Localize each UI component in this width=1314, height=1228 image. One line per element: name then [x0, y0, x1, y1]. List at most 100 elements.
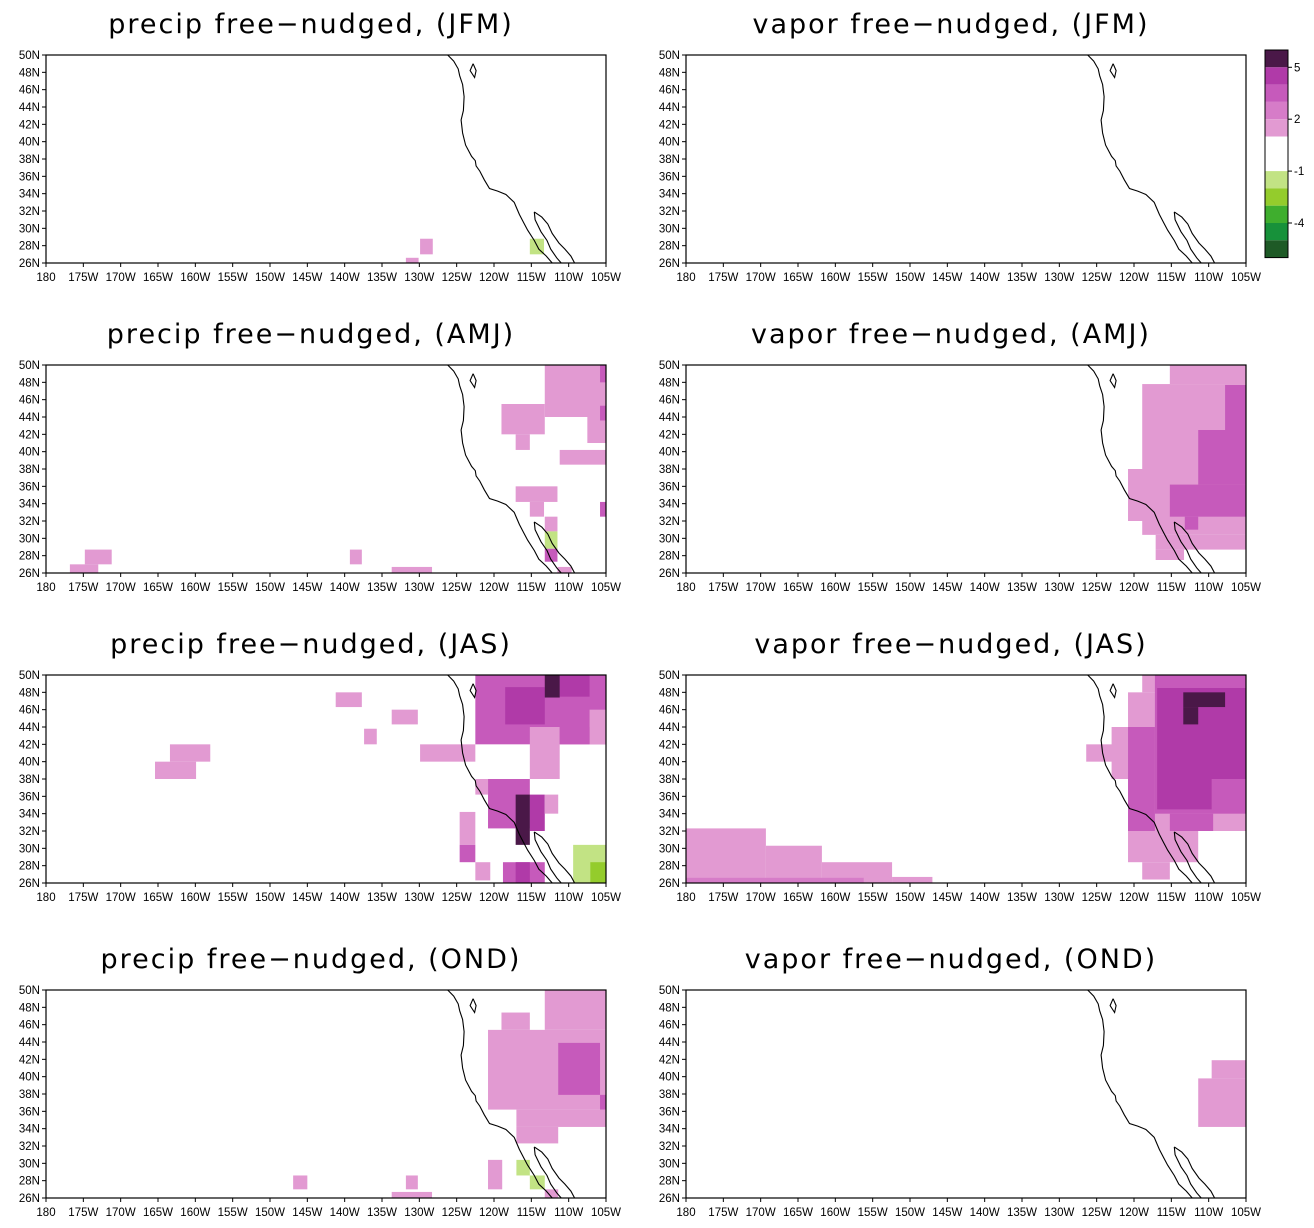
- x-tick-label: 125W: [442, 892, 472, 904]
- x-tick-label: 155W: [858, 272, 888, 284]
- x-tick-label: 180: [676, 892, 695, 904]
- y-tick-label: 32N: [659, 206, 680, 218]
- colorbar-box: [1265, 84, 1288, 102]
- x-tick-label: 145W: [292, 892, 322, 904]
- map-panel: vapor free−nudged, (JFM) 180 175W 170W 165W 1…: [659, 9, 1261, 284]
- x-tick-label: 180: [36, 892, 55, 904]
- y-tick-label: 28N: [659, 241, 680, 253]
- grid-cell: [516, 1126, 559, 1144]
- y-tick-label: 40N: [19, 1072, 40, 1084]
- y-tick-label: 50N: [19, 670, 40, 682]
- grid-cell: [529, 501, 545, 517]
- map-frame: [45, 364, 607, 574]
- x-tick-label: 120W: [1119, 1207, 1149, 1219]
- colorbar-box: [1265, 67, 1288, 85]
- y-tick-label: 50N: [659, 50, 680, 62]
- y-tick-label: 48N: [659, 1002, 680, 1014]
- y-tick-label: 48N: [19, 1002, 40, 1014]
- grid-cell: [1169, 484, 1246, 517]
- y-tick-label: 50N: [19, 360, 40, 372]
- x-tick-label: 115W: [517, 272, 546, 284]
- x-tick-label: 115W: [1157, 1207, 1186, 1219]
- grid-cell: [587, 417, 606, 443]
- coastline: [1173, 831, 1216, 883]
- x-tick-label: 125W: [442, 1207, 472, 1219]
- x-tick-label: 160W: [180, 272, 210, 284]
- grid-cell: [1142, 862, 1170, 880]
- x-tick-label: 145W: [292, 582, 322, 594]
- y-tick-label: 28N: [659, 551, 680, 563]
- x-tick-label: 135W: [1007, 892, 1037, 904]
- x-tick-label: 150W: [895, 1207, 925, 1219]
- x-tick-label: 135W: [367, 1207, 397, 1219]
- y-tick-label: 34N: [19, 1124, 40, 1136]
- coastline: [447, 675, 553, 883]
- map-frame: [685, 54, 1247, 264]
- y-tick-label: 46N: [19, 85, 40, 97]
- panel-title: precip free−nudged, (OND): [101, 944, 522, 975]
- coastline: [1109, 998, 1117, 1014]
- y-tick-label: 34N: [659, 1124, 680, 1136]
- x-tick-label: 115W: [517, 892, 546, 904]
- y-tick-label: 30N: [659, 1158, 680, 1170]
- y-tick-label: 42N: [19, 1054, 40, 1066]
- grid-cell: [516, 1109, 606, 1127]
- grid-cell: [515, 794, 530, 845]
- x-tick-label: 155W: [858, 892, 888, 904]
- grid-cell: [1183, 692, 1226, 708]
- x-tick-label: 180: [676, 272, 695, 284]
- grid-cell: [515, 862, 530, 883]
- grid-cell: [1184, 516, 1199, 530]
- y-tick-label: 40N: [659, 757, 680, 769]
- x-tick-label: 125W: [442, 272, 472, 284]
- x-tick-label: 170W: [106, 582, 136, 594]
- map-area: [686, 675, 1246, 883]
- x-tick-label: 135W: [1007, 272, 1037, 284]
- x-tick-label: 120W: [1119, 582, 1149, 594]
- y-tick-label: 34N: [19, 809, 40, 821]
- y-tick-label: 48N: [19, 377, 40, 389]
- coastline: [469, 373, 477, 389]
- colorbar-box: [1265, 153, 1288, 172]
- x-tick-label: 160W: [820, 582, 850, 594]
- colorbar-box: [1265, 136, 1288, 154]
- y-tick-label: 34N: [19, 499, 40, 511]
- map-panel: precip free−nudged, (AMJ) 180 175W 170W 165W…: [19, 319, 621, 594]
- x-tick-label: 130W: [1044, 582, 1074, 594]
- grid-cell: [1128, 727, 1155, 831]
- grid-cell: [475, 862, 491, 881]
- map-area: [405, 55, 576, 263]
- grid-cell: [420, 238, 433, 255]
- grid-cell: [1155, 549, 1185, 560]
- panel-title: vapor free−nudged, (AMJ): [751, 319, 1151, 350]
- grid-cell: [600, 365, 606, 383]
- x-tick-label: 120W: [1119, 892, 1149, 904]
- x-tick-label: 135W: [367, 892, 397, 904]
- y-tick-label: 36N: [659, 481, 680, 493]
- grid-cell: [515, 486, 558, 502]
- x-tick-label: 110W: [554, 892, 583, 904]
- coastline: [1173, 521, 1216, 573]
- grid-cell: [1183, 707, 1199, 725]
- x-tick-label: 135W: [1007, 1207, 1037, 1219]
- coastline: [533, 831, 576, 883]
- y-tick-label: 32N: [19, 206, 40, 218]
- x-tick-label: 175W: [68, 1207, 98, 1219]
- x-tick-label: 105W: [1231, 892, 1261, 904]
- y-tick-label: 48N: [659, 377, 680, 389]
- map-panel: precip free−nudged, (OND) 180 175W 170W 165W…: [19, 944, 621, 1219]
- x-tick-label: 125W: [1082, 892, 1112, 904]
- coastline: [447, 55, 553, 263]
- x-tick-label: 150W: [895, 272, 925, 284]
- x-tick-label: 115W: [1157, 272, 1186, 284]
- coastline: [533, 521, 562, 573]
- coastline: [1109, 373, 1117, 389]
- x-tick-label: 170W: [746, 272, 776, 284]
- grid-cell: [544, 990, 606, 1030]
- x-tick-label: 155W: [218, 1207, 248, 1219]
- y-tick-label: 32N: [659, 826, 680, 838]
- coastline: [1173, 831, 1202, 883]
- x-tick-label: 110W: [554, 1207, 583, 1219]
- panel-title: vapor free−nudged, (OND): [745, 944, 1157, 975]
- grid-cell: [1198, 430, 1246, 485]
